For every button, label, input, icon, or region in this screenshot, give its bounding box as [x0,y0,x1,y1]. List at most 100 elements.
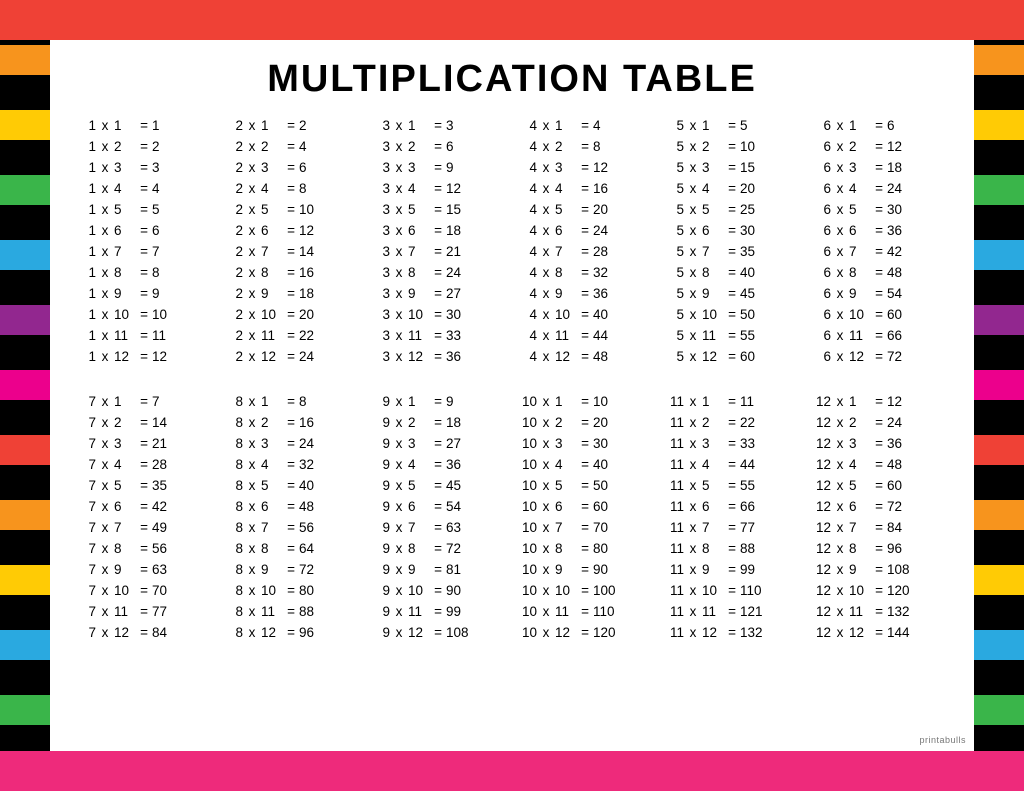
multiplier: 4 [261,454,279,475]
multiplier: 4 [114,454,132,475]
equation-row: 10x7=70 [519,517,652,538]
product: 16 [591,178,652,199]
equation-row: 1x9=9 [78,283,211,304]
multiplicand: 7 [78,412,96,433]
equals-symbol: = [720,412,738,433]
equals-symbol: = [867,262,885,283]
multiplicand: 9 [372,391,390,412]
multiplicand: 3 [372,241,390,262]
equals-symbol: = [279,454,297,475]
equation-row: 11x12=132 [666,622,799,643]
border-stripe-segment [974,630,1024,660]
equation-row: 1x5=5 [78,199,211,220]
times-symbol: x [537,412,555,433]
multiplicand: 11 [666,601,684,622]
product: 20 [591,199,652,220]
equation-row: 1x6=6 [78,220,211,241]
equation-row: 7x5=35 [78,475,211,496]
times-symbol: x [537,136,555,157]
product: 42 [150,496,211,517]
multiplier: 7 [261,517,279,538]
equation-row: 11x2=22 [666,412,799,433]
equation-row: 10x9=90 [519,559,652,580]
multiplicand: 7 [78,538,96,559]
multiplier: 5 [702,475,720,496]
equation-row: 3x12=36 [372,346,505,367]
multiplicand: 2 [225,262,243,283]
multiplicand: 3 [372,199,390,220]
multiplicand: 3 [372,283,390,304]
times-symbol: x [684,454,702,475]
multiplicand: 5 [666,325,684,346]
times-symbol: x [243,622,261,643]
times-symbol: x [831,220,849,241]
equals-symbol: = [720,454,738,475]
times-symbol: x [390,283,408,304]
equation-row: 7x7=49 [78,517,211,538]
equals-symbol: = [426,262,444,283]
equation-row: 4x1=4 [519,115,652,136]
equals-symbol: = [426,136,444,157]
times-symbol: x [831,304,849,325]
equals-symbol: = [573,412,591,433]
times-symbol: x [684,220,702,241]
multiplicand: 3 [372,262,390,283]
multiplier: 3 [702,157,720,178]
equals-symbol: = [573,241,591,262]
product: 96 [297,622,358,643]
product: 12 [150,346,211,367]
times-symbol: x [537,346,555,367]
equals-symbol: = [426,538,444,559]
equation-row: 9x12=108 [372,622,505,643]
border-stripe-segment [0,500,50,530]
product: 96 [885,538,946,559]
equals-symbol: = [720,538,738,559]
product: 56 [297,517,358,538]
multiplier: 7 [702,517,720,538]
equation-row: 12x11=132 [813,601,946,622]
equals-symbol: = [426,622,444,643]
multiplicand: 10 [519,475,537,496]
multiplier: 5 [408,199,426,220]
equation-row: 2x10=20 [225,304,358,325]
multiplier: 12 [555,346,573,367]
multiplier: 10 [849,580,867,601]
equals-symbol: = [132,580,150,601]
equation-row: 1x7=7 [78,241,211,262]
equals-symbol: = [573,178,591,199]
multiplicand: 5 [666,115,684,136]
product: 100 [591,580,652,601]
multiplier: 7 [555,517,573,538]
equation-row: 6x9=54 [813,283,946,304]
times-symbol: x [390,412,408,433]
multiplicand: 11 [666,391,684,412]
equals-symbol: = [132,199,150,220]
equals-symbol: = [279,262,297,283]
multiplier: 4 [408,178,426,199]
equals-symbol: = [426,391,444,412]
multiplier: 6 [261,220,279,241]
multiplier: 11 [849,601,867,622]
multiplicand: 5 [666,136,684,157]
product: 4 [150,178,211,199]
border-stripe-segment [0,45,50,75]
times-symbol: x [96,178,114,199]
equation-row: 5x5=25 [666,199,799,220]
multiplier: 6 [555,220,573,241]
equation-row: 3x3=9 [372,157,505,178]
equals-symbol: = [720,622,738,643]
multiplier: 10 [408,304,426,325]
multiplier: 2 [849,136,867,157]
multiplicand: 12 [813,496,831,517]
product: 28 [150,454,211,475]
multiplier: 1 [849,391,867,412]
equation-row: 8x8=64 [225,538,358,559]
multiplicand: 9 [372,538,390,559]
product: 63 [444,517,505,538]
multiplier: 6 [408,496,426,517]
multiplier: 3 [702,433,720,454]
product: 56 [150,538,211,559]
multiplicand: 12 [813,580,831,601]
product: 2 [297,115,358,136]
times-symbol: x [390,580,408,601]
